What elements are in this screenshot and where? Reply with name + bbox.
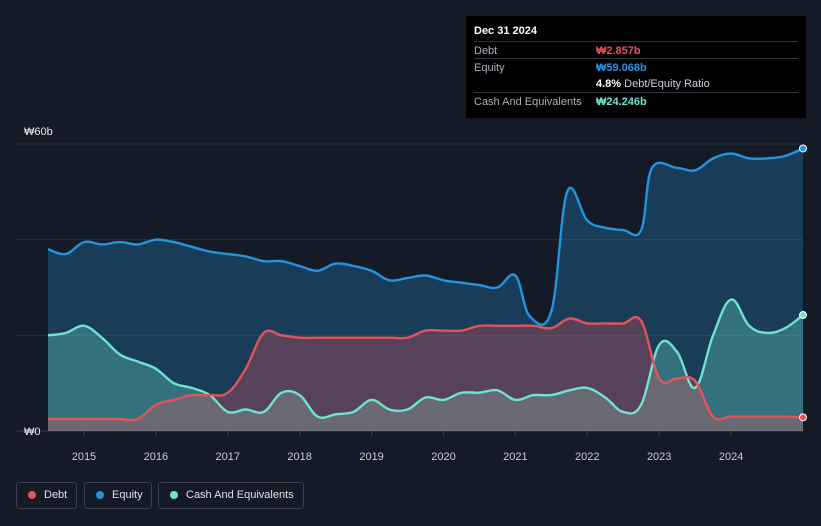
- legend-cash[interactable]: Cash And Equivalents: [158, 482, 304, 509]
- series-areas: [48, 148, 803, 431]
- legend-equity-label: Equity: [112, 489, 143, 501]
- data-tooltip: Dec 31 2024 Debt ₩2.857b Equity ₩59.068b…: [466, 16, 806, 118]
- x-tick-label: 2022: [575, 451, 599, 463]
- x-tick-label: 2019: [359, 451, 383, 463]
- cash-and-equivalents-end-marker: [799, 311, 807, 320]
- tooltip-debt-value: ₩2.857b: [596, 45, 641, 57]
- x-tick-label: 2021: [503, 451, 527, 463]
- tooltip-row-debt: Debt ₩2.857b: [474, 41, 798, 59]
- legend-equity[interactable]: Equity: [84, 482, 152, 509]
- legend-debt-label: Debt: [44, 489, 68, 501]
- tooltip-cash-label: Cash And Equivalents: [474, 96, 582, 108]
- equity-area: [48, 148, 803, 431]
- x-tick-label: 2024: [719, 451, 743, 463]
- tooltip-equity-label: Equity: [474, 62, 505, 74]
- equity-line: [47, 147, 804, 326]
- tooltip-ratio-value: 4.8%: [596, 78, 622, 90]
- debt-end-marker: [799, 413, 807, 422]
- x-axis-labels: 2015 2016 2017 2018 2019 2020 2021 2022 2023 2024: [72, 431, 743, 463]
- tooltip-ratio: 4.8% Debt/Equity Ratio: [596, 78, 710, 90]
- cash-and-equivalents-line: [47, 298, 804, 420]
- y-axis-labels: ₩60b ₩0: [24, 126, 53, 438]
- x-tick-label: 2023: [647, 451, 671, 463]
- debt-area: [48, 317, 803, 431]
- tooltip-row-cash: Cash And Equivalents ₩24.246b: [474, 92, 798, 110]
- legend-debt[interactable]: Debt: [16, 482, 77, 509]
- legend-equity-dot-icon: [96, 491, 104, 499]
- tooltip-equity-value: ₩59.068b: [596, 62, 647, 74]
- tooltip-date: Dec 31 2024: [474, 25, 537, 37]
- tooltip-row-equity: Equity ₩59.068b: [474, 58, 798, 76]
- tooltip-ratio-label: Debt/Equity Ratio: [624, 78, 710, 90]
- x-tick-label: 2016: [144, 451, 168, 463]
- legend-debt-dot-icon: [28, 491, 36, 499]
- tooltip-row-ratio: 4.8% Debt/Equity Ratio: [474, 75, 798, 92]
- x-tick-label: 2015: [72, 451, 96, 463]
- tooltip-debt-label: Debt: [474, 45, 498, 57]
- debt-line: [48, 315, 804, 422]
- legend-cash-dot-icon: [170, 491, 178, 499]
- series-lines: [47, 147, 804, 422]
- equity-end-marker: [799, 144, 807, 153]
- x-tick-label: 2020: [431, 451, 455, 463]
- legend-cash-label: Cash And Equivalents: [186, 489, 294, 501]
- grid-lines: [17, 143, 803, 432]
- y-tick-label: ₩0: [24, 426, 41, 438]
- x-tick-label: 2018: [287, 451, 311, 463]
- tooltip-cash-value: ₩24.246b: [596, 96, 647, 108]
- series-end-markers: [799, 144, 807, 422]
- x-tick-label: 2017: [216, 451, 240, 463]
- y-tick-label: ₩60b: [24, 126, 53, 138]
